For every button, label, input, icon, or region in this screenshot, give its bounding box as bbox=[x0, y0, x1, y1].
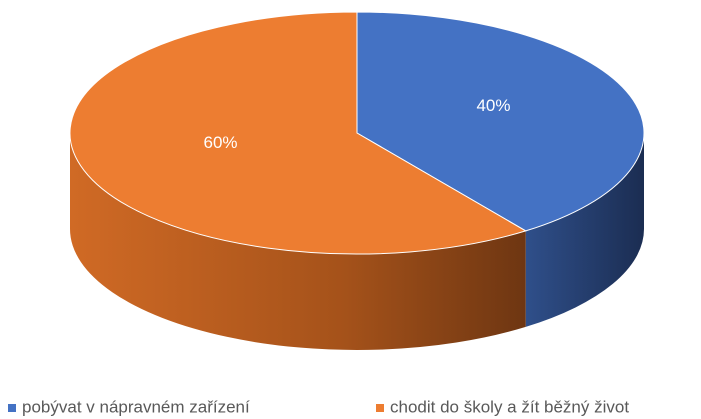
data-label: 40% bbox=[476, 96, 510, 115]
pie-side bbox=[525, 133, 644, 327]
pie-slice bbox=[356, 11, 645, 232]
pie-side bbox=[70, 133, 526, 350]
data-label: 60% bbox=[204, 133, 238, 152]
legend-label: pobývat v nápravném zařízení bbox=[22, 397, 250, 416]
legend-swatch bbox=[8, 404, 16, 412]
pie-slice bbox=[69, 11, 527, 255]
legend-label: chodit do školy a žít běžný život bbox=[390, 397, 629, 416]
legend-swatch bbox=[376, 404, 384, 412]
